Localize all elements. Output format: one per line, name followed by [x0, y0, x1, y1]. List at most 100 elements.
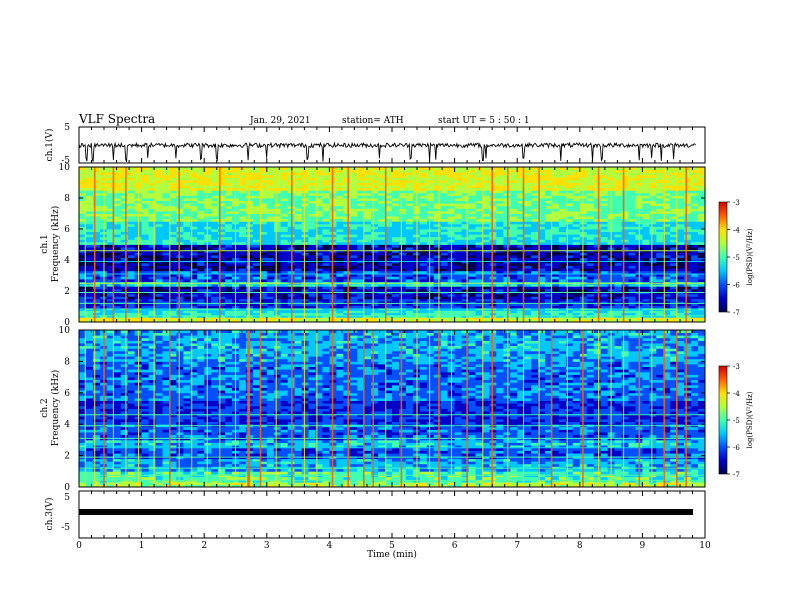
spectrogram-cell	[183, 179, 191, 183]
spectrogram-cell	[538, 234, 546, 238]
spectrogram-cell	[273, 241, 282, 245]
spectrogram-cell	[433, 317, 442, 321]
spectrogram-cell	[538, 317, 546, 321]
spectrogram-cell	[378, 187, 386, 191]
spectrogram-cell	[698, 208, 706, 212]
spectrogram-cell	[440, 195, 449, 199]
spectrogram-cell	[496, 262, 504, 266]
spectrogram-cell	[558, 182, 567, 186]
spectrogram-cell	[280, 223, 289, 227]
spectrogram-cell	[392, 208, 400, 212]
spectrogram-cell	[565, 239, 574, 243]
spectrogram-cell	[343, 268, 351, 272]
spectrogram-cell	[120, 221, 129, 225]
spectrogram-cell	[684, 216, 692, 220]
spectrogram-cell	[301, 268, 309, 272]
spectrogram-cell	[190, 288, 198, 292]
spectrogram-cell	[475, 305, 483, 309]
spectrogram-cell	[440, 226, 449, 230]
spectrogram-cell	[183, 213, 191, 217]
spectrogram-cell	[440, 262, 449, 266]
spectrogram-cell	[86, 288, 94, 292]
spectrogram-cell	[183, 288, 191, 292]
spectrogram-cell	[204, 312, 212, 316]
spectrogram-cell	[489, 319, 497, 323]
spectrogram-cell	[614, 312, 622, 316]
spectrogram-cell	[155, 273, 163, 277]
spectrogram-cell	[600, 257, 609, 261]
spectrogram-cell	[239, 244, 247, 248]
spectrogram-cell	[531, 226, 539, 230]
spectrogram-cell	[120, 317, 129, 321]
spectrogram-cell	[552, 262, 560, 266]
spectrogram-cell	[691, 192, 699, 196]
spectrogram-cell	[600, 298, 609, 302]
spectrogram-cell	[558, 262, 567, 266]
spectrogram-cell	[552, 226, 560, 230]
spectrogram-cell	[691, 247, 699, 251]
spectrogram-cell	[440, 187, 449, 191]
spectrogram-cell	[371, 262, 379, 266]
spectrogram-cell	[120, 247, 129, 251]
spectrogram-cell	[565, 257, 574, 261]
spectrogram-cell	[266, 218, 275, 222]
spectrogram-cell	[86, 182, 94, 186]
spectrogram-cell	[517, 305, 525, 309]
spectrogram-cell	[113, 229, 122, 232]
spectrogram-cell	[92, 247, 101, 251]
spectrogram-cell	[92, 244, 101, 248]
spectrogram-cell	[176, 247, 184, 251]
spectrogram-cell	[239, 286, 247, 290]
spectrogram-cell	[572, 284, 581, 287]
spectrogram-cell	[225, 195, 233, 199]
spectrogram-cell	[558, 239, 567, 243]
spectrogram-cell	[475, 312, 483, 316]
spectrogram-cell	[670, 293, 678, 297]
spectrogram-cell	[426, 262, 435, 266]
spectrogram-cell	[155, 298, 163, 302]
spectrogram-cell	[586, 288, 595, 292]
spectrogram-cell	[176, 195, 184, 199]
spectrogram-cell	[225, 216, 233, 220]
spectrogram-cell	[552, 252, 560, 256]
spectrogram-cell	[266, 192, 275, 196]
spectrogram-cell	[239, 296, 247, 300]
spectrogram-cell	[496, 223, 504, 227]
spectrogram-cell	[259, 208, 268, 212]
spectrogram-cell	[545, 236, 553, 240]
spectrogram-cell	[454, 252, 462, 256]
spectrogram-cell	[308, 223, 316, 227]
spectrogram-cell	[120, 208, 129, 212]
spectrogram-cell	[350, 231, 358, 235]
spectrogram-cell	[419, 236, 428, 240]
spectrogram-cell	[565, 315, 574, 318]
spectrogram-cell	[405, 190, 414, 194]
spectrogram-cell	[294, 187, 302, 191]
spectrogram-cell	[517, 298, 525, 302]
spectrogram-cell	[440, 273, 449, 277]
spectrogram-cell	[531, 234, 539, 238]
spectrogram-cell	[162, 279, 170, 283]
spectrogram-cell	[628, 279, 636, 283]
spectrogram-cell	[440, 293, 449, 297]
spectrogram-cell	[371, 231, 379, 235]
spectrogram-cell	[663, 239, 671, 243]
spectrogram-cell	[79, 312, 87, 316]
spectrogram-cell	[92, 195, 101, 199]
spectrogram-cell	[308, 265, 316, 269]
spectrogram-cell	[433, 288, 442, 292]
spectrogram-cell	[225, 252, 233, 256]
spectrogram-cell	[190, 221, 198, 225]
spectrogram-cell	[252, 315, 261, 318]
spectrogram-cell	[579, 310, 588, 314]
spectrogram-cell	[225, 265, 233, 269]
spectrogram-cell	[113, 293, 122, 297]
spectrogram-cell	[190, 200, 198, 204]
spectrogram-cell	[127, 226, 136, 230]
spectrogram-cell	[259, 249, 268, 253]
spectrogram-cell	[364, 257, 372, 261]
spectrogram-cell	[426, 288, 435, 292]
spectrogram-cell	[266, 200, 275, 204]
spectrogram-cell	[301, 198, 309, 201]
spectrogram-cell	[552, 208, 560, 212]
